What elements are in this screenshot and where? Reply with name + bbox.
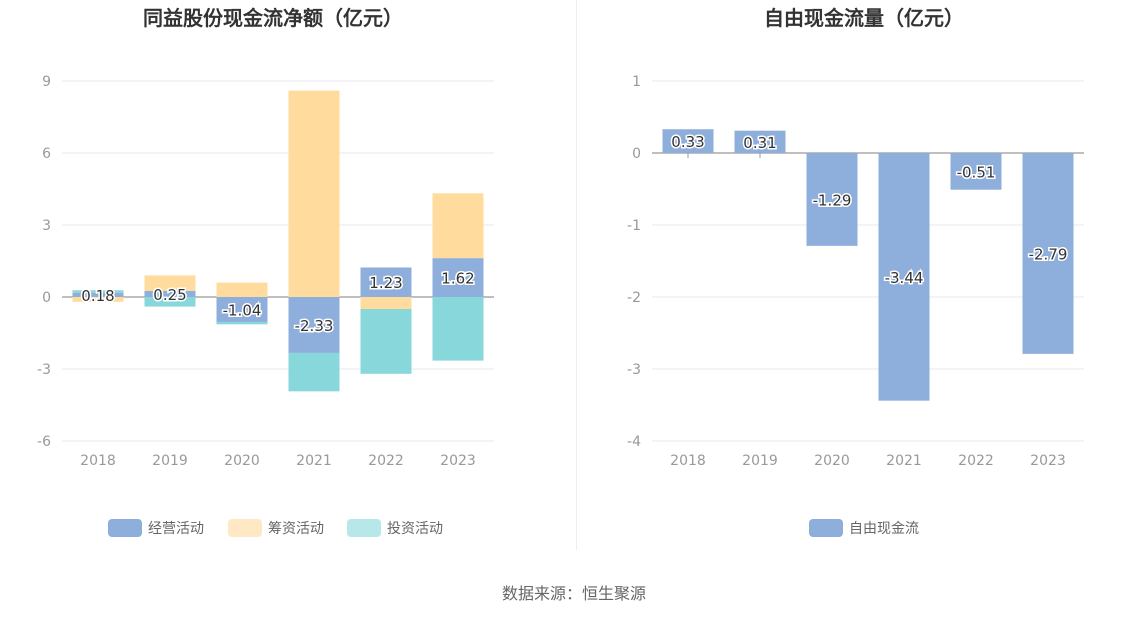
y-tick-label: 1 bbox=[632, 74, 641, 90]
data-label: 0.18 bbox=[81, 287, 114, 305]
bar-自由现金流-2022 bbox=[950, 153, 1002, 190]
y-tick-label: 3 bbox=[42, 218, 51, 234]
free-cashflow-chart: 自由现金流量（亿元） 1 0 -1 -2 -3 -4 2018 2019 2020 2021 2022… bbox=[627, 6, 1084, 537]
y-tick-label: 0 bbox=[42, 290, 51, 306]
bar-自由现金流-2021 bbox=[878, 153, 930, 401]
bar-经营活动-2021 bbox=[288, 297, 340, 353]
data-label: 0.31 bbox=[743, 134, 776, 152]
legend-label: 投资活动 bbox=[387, 521, 443, 537]
bar-经营活动-2023 bbox=[432, 258, 484, 297]
bar-投资活动-2022 bbox=[360, 309, 412, 374]
bar-筹资活动-2022 bbox=[360, 297, 412, 309]
x-tick-label: 2020 bbox=[814, 453, 850, 469]
legend-label: 自由现金流 bbox=[849, 521, 919, 537]
net-cashflow-chart: 同益股份现金流净额（亿元） 9 6 3 0 -3 -6 2018 2019 2020 2021 202… bbox=[37, 6, 494, 537]
x-tick-label: 2018 bbox=[670, 453, 706, 469]
data-label: 0.25 bbox=[153, 286, 186, 304]
x-tick-label: 2021 bbox=[296, 453, 332, 469]
bar-投资活动-2019 bbox=[144, 297, 196, 307]
x-tick-label: 2023 bbox=[1030, 453, 1066, 469]
bar-自由现金流-2023 bbox=[1022, 153, 1074, 354]
bar-筹资活动-2019 bbox=[144, 275, 196, 291]
bar-投资活动-2020 bbox=[216, 321, 268, 325]
x-tick-label: 2020 bbox=[224, 453, 260, 469]
chart-title: 同益股份现金流净额（亿元） bbox=[143, 6, 403, 30]
legend-label: 筹资活动 bbox=[268, 520, 324, 537]
y-tick-label: -4 bbox=[627, 434, 641, 450]
panel-divider bbox=[576, 0, 577, 550]
data-label: -2.33 bbox=[295, 317, 334, 335]
y-tick-label: -3 bbox=[627, 362, 641, 378]
legend-swatch bbox=[809, 519, 843, 537]
data-label: -1.04 bbox=[223, 301, 262, 319]
x-tick-label: 2019 bbox=[742, 453, 778, 469]
y-tick-label: -1 bbox=[627, 218, 641, 234]
bar-经营活动-2018 bbox=[72, 292, 124, 297]
x-tick-label: 2018 bbox=[80, 453, 116, 469]
data-label: -2.79 bbox=[1029, 245, 1068, 263]
bar-自由现金流-2020 bbox=[806, 153, 858, 246]
y-tick-label: 9 bbox=[42, 74, 51, 90]
bar-投资活动-2021 bbox=[288, 352, 340, 392]
x-tick-label: 2022 bbox=[958, 453, 994, 469]
data-source: 数据来源：恒生聚源 bbox=[501, 584, 646, 603]
data-label: -1.29 bbox=[813, 191, 852, 209]
legend-swatch bbox=[347, 519, 381, 537]
x-tick-label: 2023 bbox=[440, 453, 476, 469]
bar-自由现金流-2018 bbox=[662, 129, 714, 153]
x-tick-label: 2021 bbox=[886, 453, 922, 469]
y-tick-label: 0 bbox=[632, 146, 641, 162]
bar-投资活动-2018 bbox=[72, 290, 124, 293]
chart-title: 自由现金流量（亿元） bbox=[764, 6, 964, 30]
bar-筹资活动-2020 bbox=[216, 282, 268, 297]
bar-自由现金流-2019 bbox=[734, 130, 786, 153]
data-label: 0.33 bbox=[671, 133, 704, 151]
y-tick-label: -3 bbox=[37, 362, 51, 378]
data-label: -0.51 bbox=[957, 163, 996, 181]
bar-筹资活动-2023 bbox=[432, 193, 484, 259]
bar-经营活动-2019 bbox=[144, 291, 196, 297]
y-tick-label: -2 bbox=[627, 290, 641, 306]
data-label: -3.44 bbox=[885, 269, 924, 287]
legend-swatch bbox=[228, 519, 262, 537]
y-tick-label: 6 bbox=[42, 146, 51, 162]
bar-投资活动-2023 bbox=[432, 297, 484, 361]
data-label: 1.23 bbox=[369, 274, 402, 292]
data-label: 1.62 bbox=[441, 270, 474, 288]
legend-swatch bbox=[108, 519, 142, 537]
bar-经营活动-2020 bbox=[216, 297, 268, 322]
y-tick-label: -6 bbox=[37, 434, 51, 450]
bar-经营活动-2022 bbox=[360, 267, 412, 297]
x-tick-label: 2019 bbox=[152, 453, 188, 469]
bar-筹资活动-2021 bbox=[288, 90, 340, 297]
legend-label: 经营活动 bbox=[148, 521, 204, 537]
bar-筹资活动-2018 bbox=[72, 297, 124, 302]
x-tick-label: 2022 bbox=[368, 453, 404, 469]
